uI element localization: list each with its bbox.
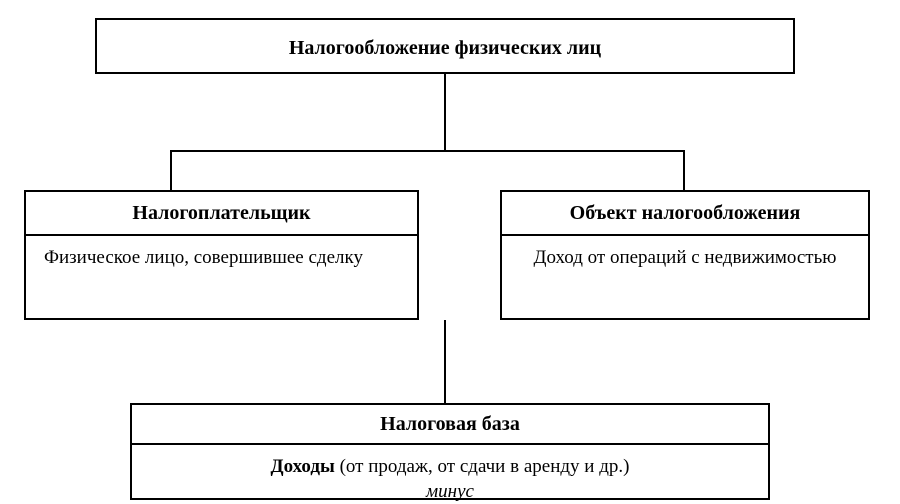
connector-h-bar — [170, 150, 685, 152]
node-taxpayer-body: Физическое лицо, совершившее сделку — [26, 236, 417, 320]
node-taxpayer-title: Налогоплательщик — [26, 192, 417, 236]
connector-right-drop — [683, 150, 685, 190]
node-root: Налогообложение физических лиц — [95, 18, 795, 74]
node-tax-object: Объект налогообложения Доход от операций… — [500, 190, 870, 320]
tax-base-income-label: Доходы (от продаж, от сдачи в аренду и д… — [271, 456, 630, 477]
connector-mid-drop — [444, 320, 446, 403]
node-tax-base: Налоговая база Доходы (от продаж, от сда… — [130, 403, 770, 500]
tax-base-minus-label: минус — [426, 481, 474, 502]
node-tax-base-title: Налоговая база — [132, 405, 768, 445]
node-root-title: Налогообложение физических лиц — [97, 20, 793, 76]
node-tax-base-body: Доходы (от продаж, от сдачи в аренду и д… — [132, 445, 768, 500]
node-taxpayer: Налогоплательщик Физическое лицо, соверш… — [24, 190, 419, 320]
node-tax-object-title: Объект налогообложения — [502, 192, 868, 236]
connector-left-drop — [170, 150, 172, 190]
node-tax-object-body: Доход от операций с недвижимостью — [502, 236, 868, 320]
connector-root-stem — [444, 74, 446, 150]
